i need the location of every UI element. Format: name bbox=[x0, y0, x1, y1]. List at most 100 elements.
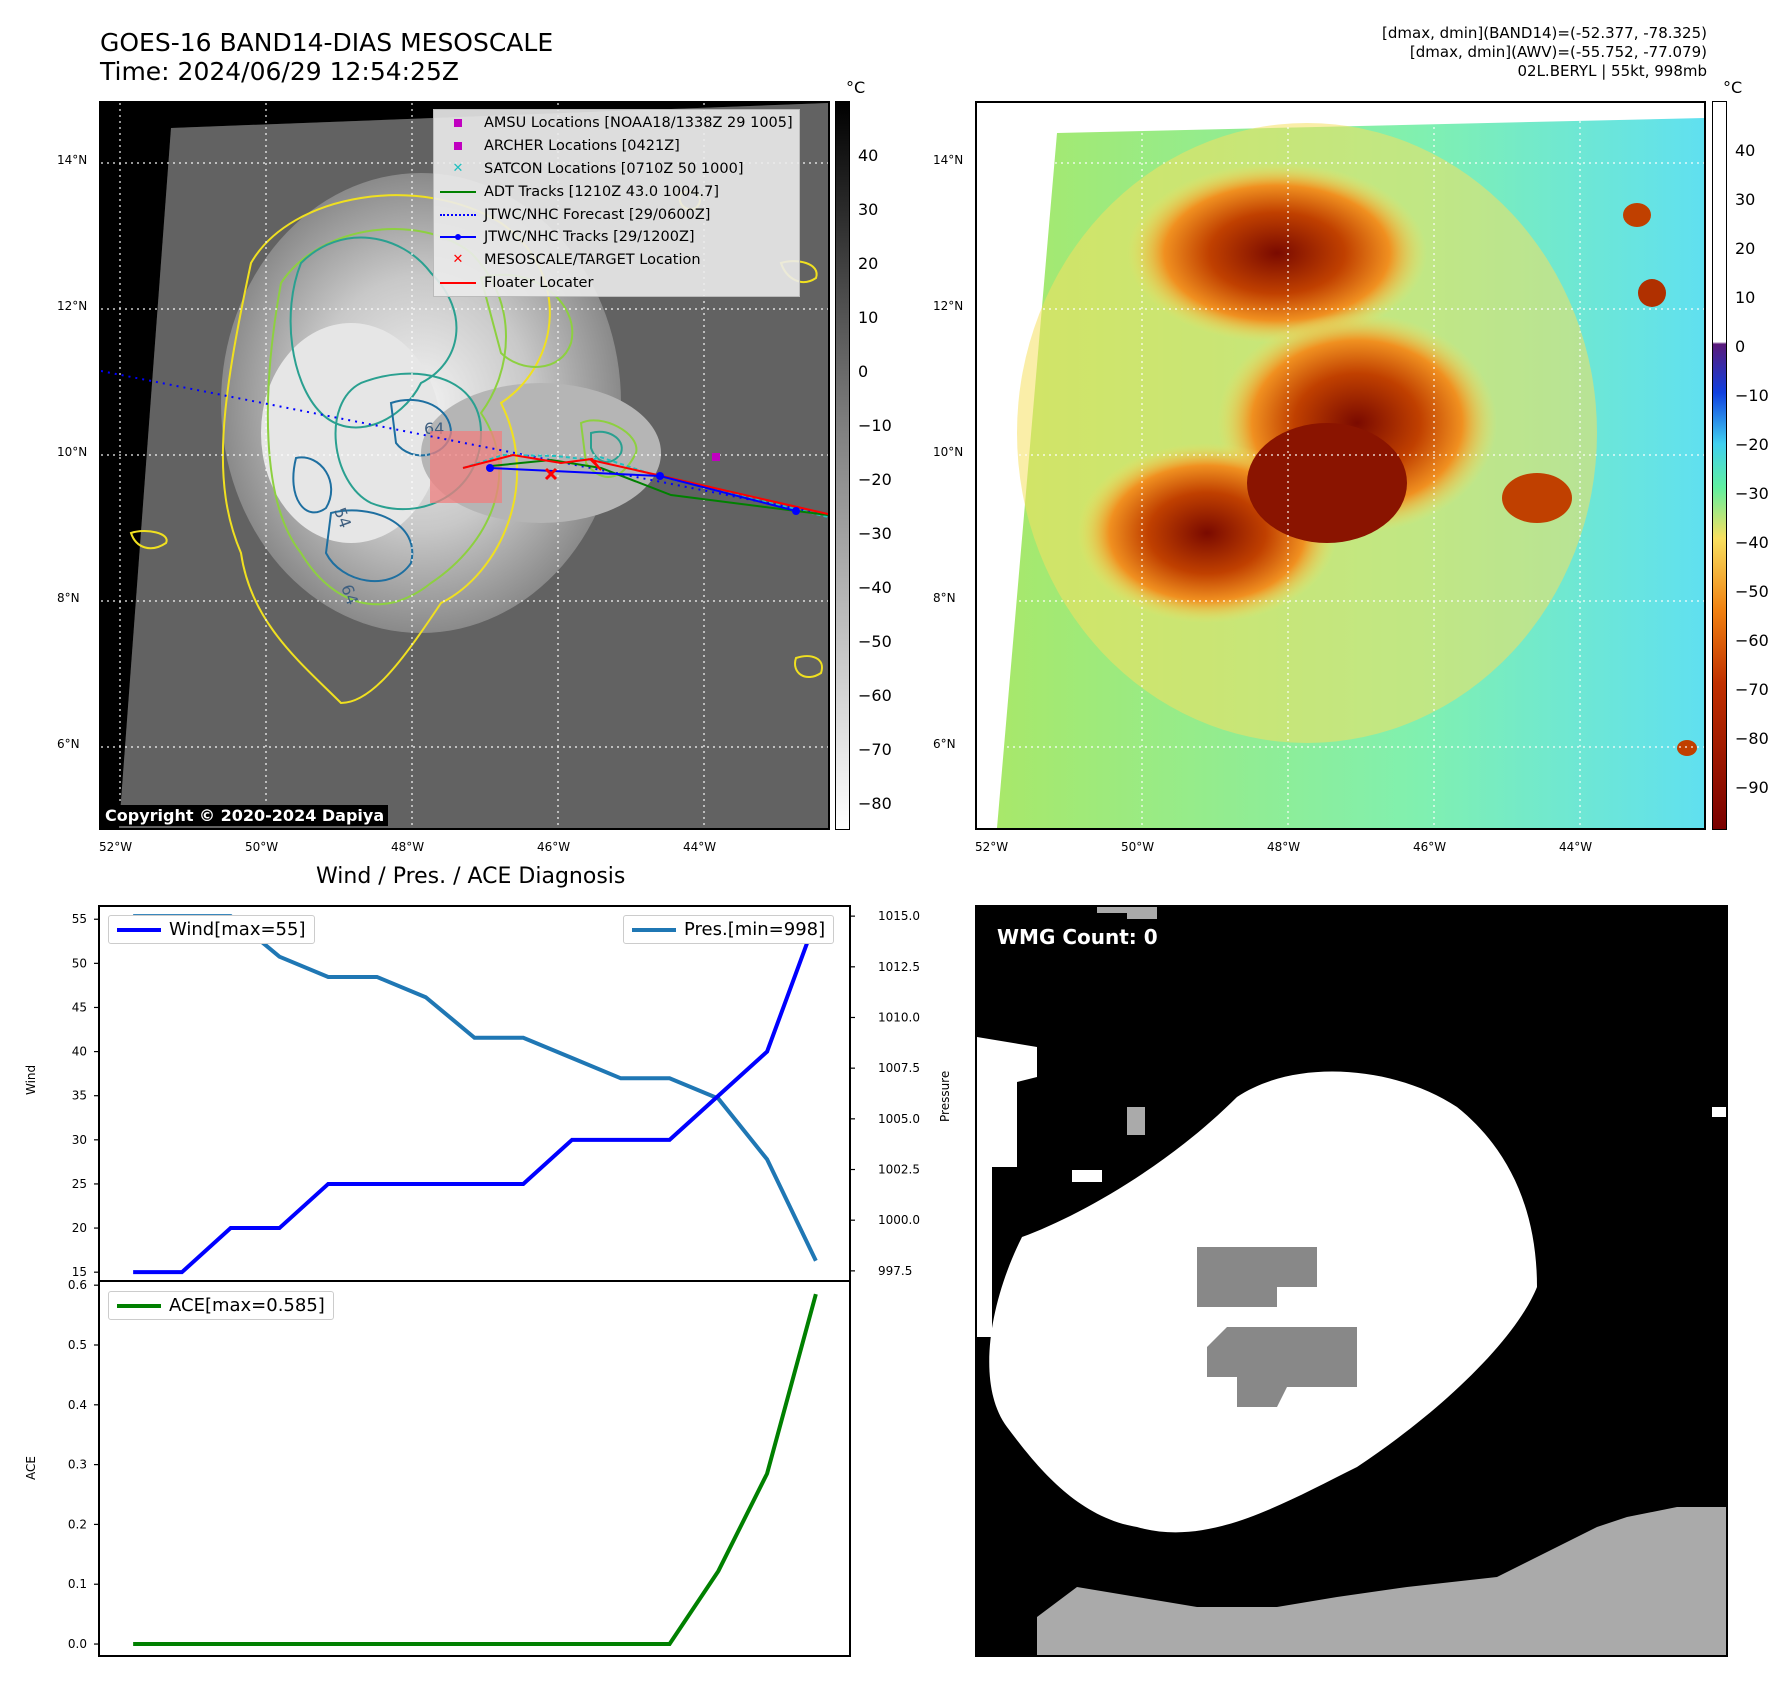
ace-tick-label: 0.1 bbox=[68, 1577, 87, 1591]
ace-tick-label: 0.6 bbox=[68, 1278, 87, 1292]
left-cbar-tick: 10 bbox=[858, 308, 879, 327]
left-cbar-tick: −50 bbox=[858, 632, 892, 651]
pressure-tick-label: 1002.5 bbox=[878, 1163, 920, 1177]
ace-tick-label: 0.3 bbox=[68, 1458, 87, 1472]
ace-tick-label: 0.0 bbox=[68, 1637, 87, 1651]
wind-tick-label: 20 bbox=[72, 1221, 87, 1235]
ace-axis-label: ACE bbox=[24, 1456, 38, 1480]
awv-lon-tick-48w: 48°W bbox=[1267, 840, 1301, 854]
ace-tick-label: 0.5 bbox=[68, 1338, 87, 1352]
wind-tick-label: 40 bbox=[72, 1045, 87, 1059]
right-colorbar bbox=[1712, 101, 1727, 830]
lat-tick-10n: 10°N bbox=[57, 445, 88, 459]
lon-tick-52w: 52°W bbox=[99, 840, 133, 854]
right-cbar-tick: −20 bbox=[1735, 435, 1769, 454]
lat-tick-6n: 6°N bbox=[57, 737, 80, 751]
floater-track bbox=[462, 453, 828, 515]
forecast-track bbox=[101, 370, 828, 516]
awv-map-image bbox=[977, 103, 1704, 828]
right-cbar-tick: −30 bbox=[1735, 484, 1769, 503]
left-cbar-tick: −40 bbox=[858, 578, 892, 597]
wind-axis-label: Wind bbox=[24, 1064, 38, 1095]
right-cbar-tick: −70 bbox=[1735, 680, 1769, 699]
wmg-image bbox=[977, 907, 1726, 1655]
pressure-tick-label: 1005.0 bbox=[878, 1112, 920, 1126]
adt-track bbox=[490, 458, 828, 516]
pressure-axis-label: Pressure bbox=[938, 1070, 952, 1122]
pressure-tick-label: 1015.0 bbox=[878, 909, 920, 923]
lon-tick-44w: 44°W bbox=[683, 840, 717, 854]
right-cbar-tick: −40 bbox=[1735, 533, 1769, 552]
wind-tick-label: 25 bbox=[72, 1177, 87, 1191]
map-title-line1: GOES-16 BAND14-DIAS MESOSCALE bbox=[100, 28, 554, 57]
left-cbar-tick: −10 bbox=[858, 416, 892, 435]
legend-floater: Floater Locater bbox=[440, 272, 793, 295]
legend-target: ✕ MESOSCALE/TARGET Location bbox=[452, 252, 701, 269]
satcon-track bbox=[462, 453, 828, 518]
wmg-panel: WMG Count: 0 bbox=[975, 905, 1728, 1657]
right-cbar-tick: 20 bbox=[1735, 239, 1756, 258]
pressure-legend: Pres.[min=998] bbox=[623, 915, 835, 944]
wind-legend: Wind[max=55] bbox=[108, 915, 315, 944]
left-cbar-tick: −80 bbox=[858, 794, 892, 813]
left-cbar-tick: 0 bbox=[858, 362, 869, 381]
ace-tick-label: 0.4 bbox=[68, 1398, 87, 1412]
wind-tick-label: 45 bbox=[72, 1000, 87, 1014]
left-cbar-tick: −20 bbox=[858, 470, 892, 489]
right-cbar-tick: −90 bbox=[1735, 778, 1769, 797]
right-colorbar-unit: °C bbox=[1723, 78, 1743, 97]
left-colorbar-unit: °C bbox=[846, 78, 866, 97]
right-cbar-tick: −80 bbox=[1735, 729, 1769, 748]
ace-series-line bbox=[133, 1293, 818, 1647]
right-cbar-tick: 30 bbox=[1735, 190, 1756, 209]
legend-jtwc-tracks: JTWC/NHC Tracks [29/1200Z] bbox=[440, 226, 793, 249]
lon-tick-46w: 46°W bbox=[537, 840, 571, 854]
pressure-tick-label: 1010.0 bbox=[878, 1010, 920, 1024]
awv-lat-tick-10n: 10°N bbox=[933, 445, 964, 459]
left-cbar-tick: 20 bbox=[858, 254, 879, 273]
awv-lat-tick-8n: 8°N bbox=[933, 591, 956, 605]
wind-tick-label: 15 bbox=[72, 1265, 87, 1279]
lat-tick-8n: 8°N bbox=[57, 591, 80, 605]
wind-series-line bbox=[133, 918, 818, 1275]
ace-legend: ACE[max=0.585] bbox=[108, 1291, 334, 1320]
pressure-tick-label: 1000.0 bbox=[878, 1213, 920, 1227]
target-marker bbox=[544, 467, 558, 481]
right-cbar-tick: −60 bbox=[1735, 631, 1769, 650]
awv-lon-tick-46w: 46°W bbox=[1413, 840, 1447, 854]
wmg-count-label: WMG Count: 0 bbox=[997, 925, 1158, 949]
awv-lon-tick-52w: 52°W bbox=[975, 840, 1009, 854]
dmax-band14-label: [dmax, dmin](BAND14)=(-52.377, -78.325) bbox=[1382, 24, 1707, 42]
awv-lon-tick-50w: 50°W bbox=[1121, 840, 1155, 854]
wind-tick-label: 30 bbox=[72, 1133, 87, 1147]
left-cbar-tick: −60 bbox=[858, 686, 892, 705]
legend-archer: ARCHER Locations [0421Z] bbox=[440, 135, 793, 158]
map-legend: AMSU Locations [NOAA18/1338Z 29 1005] AR… bbox=[433, 109, 800, 298]
pressure-tick-label: 1007.5 bbox=[878, 1061, 920, 1075]
left-cbar-tick: −30 bbox=[858, 524, 892, 543]
awv-gridlines bbox=[977, 103, 1704, 828]
diagnosis-title: Wind / Pres. / ACE Diagnosis bbox=[316, 864, 626, 889]
pressure-tick-label: 1012.5 bbox=[878, 960, 920, 974]
dmax-awv-label: [dmax, dmin](AWV)=(-55.752, -77.079) bbox=[1409, 43, 1707, 61]
right-cbar-tick: −10 bbox=[1735, 386, 1769, 405]
lon-tick-48w: 48°W bbox=[391, 840, 425, 854]
lat-tick-12n: 12°N bbox=[57, 299, 88, 313]
right-cbar-tick: 40 bbox=[1735, 141, 1756, 160]
right-cbar-tick: −50 bbox=[1735, 582, 1769, 601]
pressure-tick-label: 997.5 bbox=[878, 1264, 912, 1278]
wind-tick-label: 55 bbox=[72, 912, 87, 926]
ace-chart: 0.6 0.5 0.4 0.3 0.2 0.1 0.0 bbox=[68, 1278, 851, 1657]
amsu-marker bbox=[712, 453, 720, 461]
right-cbar-tick: 10 bbox=[1735, 288, 1756, 307]
wind-tick-label: 35 bbox=[72, 1089, 87, 1103]
left-cbar-tick: −70 bbox=[858, 740, 892, 759]
awv-lat-tick-6n: 6°N bbox=[933, 737, 956, 751]
lat-tick-14n: 14°N bbox=[57, 153, 88, 167]
legend-amsu: AMSU Locations [NOAA18/1338Z 29 1005] bbox=[440, 112, 793, 135]
storm-info-label: 02L.BERYL | 55kt, 998mb bbox=[1517, 62, 1707, 80]
awv-map-panel bbox=[975, 101, 1706, 830]
map-title-line2: Time: 2024/06/29 12:54:25Z bbox=[100, 57, 459, 86]
legend-forecast: JTWC/NHC Forecast [29/0600Z] bbox=[440, 203, 793, 226]
ir-map-panel: 54 64 64 Copyright © 2020-2024 Dapiya bbox=[99, 101, 830, 830]
